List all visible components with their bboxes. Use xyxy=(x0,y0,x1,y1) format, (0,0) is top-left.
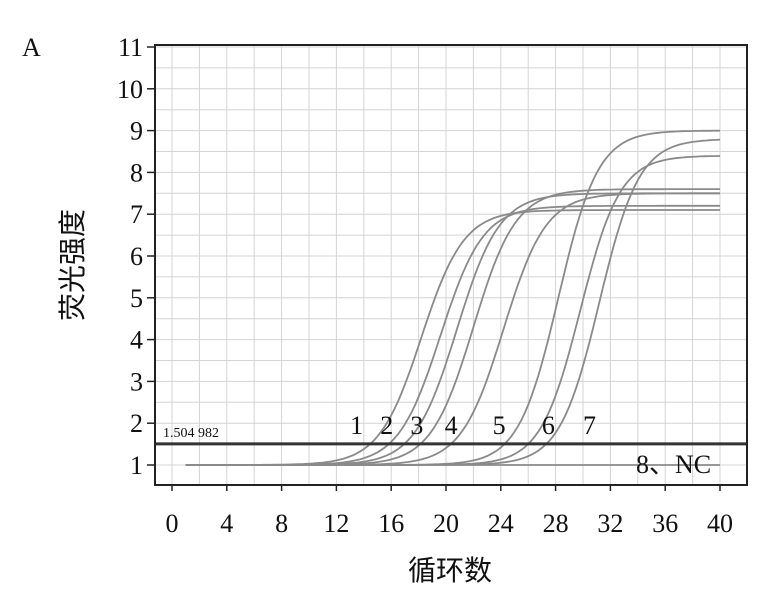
x-tick-label: 12 xyxy=(323,509,349,538)
y-tick-label: 8 xyxy=(130,158,143,187)
y-tick-label: 3 xyxy=(130,367,143,396)
x-tick-label: 28 xyxy=(543,509,569,538)
nc-label: 8、NC xyxy=(636,450,711,479)
y-tick-labels: 1 2 3 4 5 6 7 8 9 10 11 xyxy=(117,33,155,480)
x-tick-label: 16 xyxy=(378,509,404,538)
curve-label: 4 xyxy=(445,411,458,440)
y-tick-label: 2 xyxy=(130,409,143,438)
amplification-curves xyxy=(185,129,721,466)
threshold-value-label: 1.504 982 xyxy=(163,426,219,441)
plot-frame xyxy=(154,44,748,486)
x-tick-labels: 0 4 8 12 16 20 24 28 32 36 40 xyxy=(166,485,733,538)
curve-labels: 1 2 3 4 5 6 7 8、NC xyxy=(350,411,711,479)
curve-label: 1 xyxy=(350,411,363,440)
panel-label: A xyxy=(22,33,41,62)
curve-label: 7 xyxy=(583,411,596,440)
threshold-line: 1.504 982 xyxy=(155,426,747,446)
x-tick-label: 36 xyxy=(652,509,678,538)
x-tick-label: 8 xyxy=(275,509,288,538)
y-tick-label: 9 xyxy=(130,117,143,146)
x-tick-label: 0 xyxy=(166,509,179,538)
y-tick-label: 10 xyxy=(117,75,143,104)
x-tick-label: 40 xyxy=(707,509,733,538)
y-tick-label: 5 xyxy=(130,284,143,313)
x-tick-label: 24 xyxy=(488,509,514,538)
y-axis-title: 荧光强度 xyxy=(56,209,89,321)
y-tick-label: 4 xyxy=(130,326,143,355)
x-tick-label: 4 xyxy=(220,509,233,538)
curve-label: 2 xyxy=(380,411,393,440)
x-axis-title: 循环数 xyxy=(408,554,492,587)
curve-label: 5 xyxy=(493,411,506,440)
y-tick-label: 7 xyxy=(130,200,143,229)
y-tick-label: 11 xyxy=(118,33,143,62)
x-tick-label: 32 xyxy=(597,509,623,538)
curve-label: 6 xyxy=(542,411,555,440)
y-tick-label: 1 xyxy=(130,451,143,480)
x-tick-label: 20 xyxy=(433,509,459,538)
curve-label: 3 xyxy=(410,411,423,440)
y-tick-label: 6 xyxy=(130,242,143,271)
